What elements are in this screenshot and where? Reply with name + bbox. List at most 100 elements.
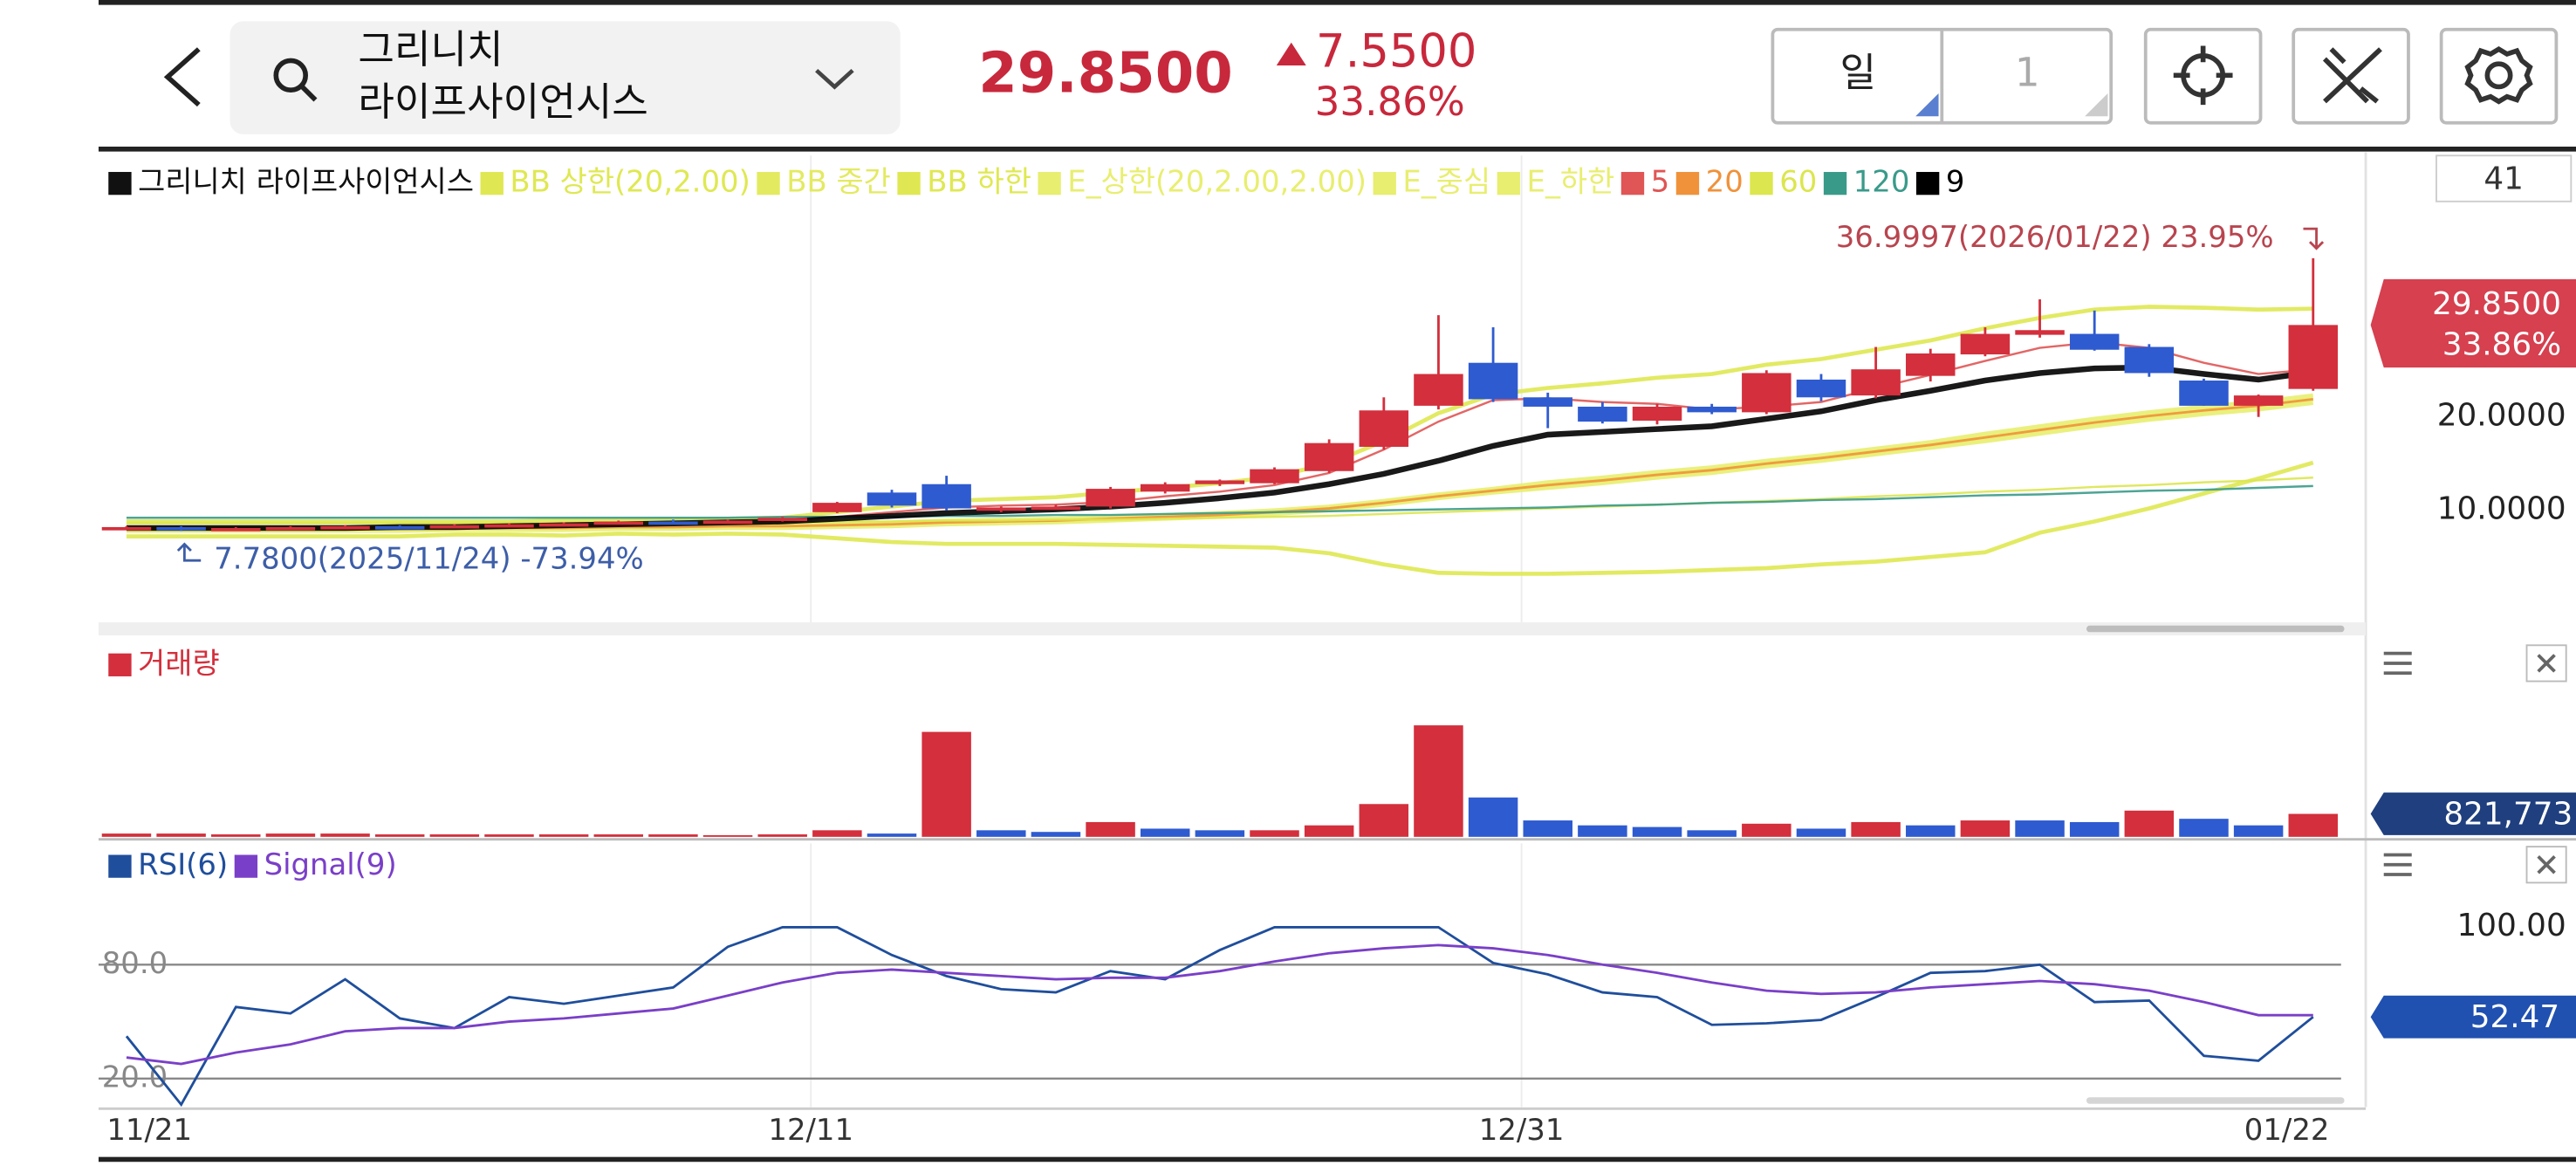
period-count[interactable]: 1 (2015, 49, 2040, 95)
volume-bar (921, 731, 971, 837)
indicator-line (126, 460, 2314, 576)
candle-body (1687, 406, 1737, 413)
legend-label: 그리니치 라이프사이언시스 (138, 165, 474, 199)
period-button[interactable]: 일 (1840, 49, 1876, 95)
volume-tag-label: 821,773 (2443, 796, 2573, 832)
volume-bar (1851, 821, 1901, 837)
x-tick-label: 12/31 (1479, 1113, 1565, 1147)
crosshair-icon (2173, 45, 2233, 106)
legend-swatch (1373, 172, 1396, 195)
close-icon (2537, 654, 2556, 673)
legend-swatch (1915, 172, 1940, 195)
legend-swatch (1620, 172, 1645, 195)
legend-swatch (1497, 172, 1521, 195)
candle-body (1031, 506, 1081, 511)
back-button[interactable] (163, 47, 201, 107)
legend-swatch (897, 172, 921, 195)
drawing-icon (2322, 47, 2382, 104)
rsi-line (126, 943, 2313, 1066)
candle-body (1086, 489, 1135, 507)
candle-body (1140, 484, 1190, 492)
legend-label: 거래량 (138, 646, 220, 680)
legend-swatch (1038, 172, 1061, 195)
legend-label: 60 (1779, 165, 1817, 199)
price-change: 7.5500 (1316, 25, 1476, 79)
volume-bar (2015, 820, 2065, 837)
volume-bar (2233, 825, 2284, 837)
candle-body (538, 523, 589, 527)
candle-body (648, 521, 698, 525)
volume-bar (2124, 810, 2175, 837)
settings-icon (2484, 61, 2513, 90)
volume-bar (1031, 832, 1081, 837)
volume-bar (593, 834, 644, 837)
price-change-pct: 33.86% (1315, 79, 1465, 125)
legend-label: BB 중간 (786, 165, 891, 199)
volume-bar (211, 834, 261, 837)
candle-body (2069, 333, 2120, 350)
candle-body (429, 525, 480, 529)
volume-bar (1195, 830, 1245, 837)
stock-name: 그리니치 (358, 26, 503, 72)
settings-icon (2464, 46, 2533, 105)
stock-name: 라이프사이언시스 (358, 79, 647, 125)
volume-bar (1523, 820, 1572, 837)
y-tick-label: 20.0 (102, 1060, 168, 1094)
menu-icon[interactable] (2383, 651, 2412, 676)
candle-body (1304, 442, 1354, 471)
volume-bar (1250, 830, 1299, 837)
up-triangle (1276, 42, 1306, 66)
legend-label: 20 (1706, 165, 1744, 199)
indicator-line (126, 477, 2313, 525)
legend-swatch (480, 172, 504, 195)
annotation-arrow (176, 542, 202, 562)
candle-body (593, 521, 644, 525)
candle-body (702, 520, 753, 525)
settings-button[interactable] (2439, 27, 2559, 125)
volume-bar (1359, 804, 1409, 837)
candle-body (1960, 333, 2011, 355)
volume-bar (757, 834, 807, 837)
candle-body (2015, 330, 2065, 335)
volume-bar (648, 834, 698, 837)
volume-bar (1796, 828, 1846, 837)
volume-bar (976, 830, 1026, 837)
candle-body (2233, 395, 2284, 406)
candle-body (1468, 362, 1518, 400)
volume-bar (484, 834, 534, 837)
price-tag-label: 33.86% (2442, 327, 2561, 363)
crosshair-button[interactable] (2143, 27, 2263, 125)
legend-label: E_상한(20,2.00,2.00) (1067, 165, 1367, 199)
legend-swatch (234, 854, 258, 878)
price-tag-label: 29.8500 (2432, 286, 2561, 322)
corner-mark (1915, 93, 1939, 117)
candle-body (2124, 346, 2175, 374)
annotation-arrow (2303, 227, 2325, 250)
candle-body (320, 525, 370, 530)
volume-bar (1632, 826, 1682, 837)
rsi-tag (2370, 995, 2576, 1039)
volume-bar (1140, 828, 1190, 837)
close-icon (2537, 855, 2556, 874)
y-tick-label: 80.0 (102, 946, 168, 980)
legend-label: BB 하한 (927, 165, 1031, 199)
candle-body (867, 492, 917, 506)
search-box[interactable] (230, 21, 901, 134)
dropdown-icon[interactable] (815, 68, 854, 90)
indicator-line (126, 484, 2313, 519)
legend-label: Signal(9) (264, 847, 397, 881)
y-tick-label: 20.0000 (2437, 398, 2566, 434)
candle-body (156, 526, 206, 531)
x-tick-label: 12/11 (768, 1113, 853, 1147)
volume-bar (320, 833, 370, 837)
candle-body (757, 518, 807, 521)
volume-bar (812, 830, 862, 837)
volume-bar (1414, 725, 1463, 837)
menu-icon[interactable] (2383, 853, 2412, 876)
y-tick-label: 10.0000 (2437, 491, 2566, 527)
high-annotation: 36.9997(2026/01/22) 23.95% (1836, 220, 2274, 254)
volume-tag (2370, 792, 2576, 835)
candle-body (812, 503, 862, 512)
